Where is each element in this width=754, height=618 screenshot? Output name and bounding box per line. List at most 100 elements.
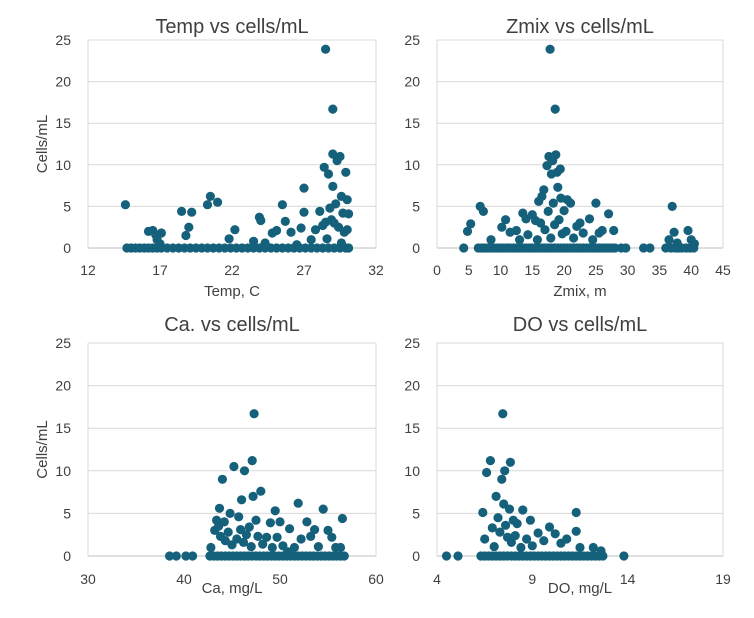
data-point — [293, 498, 303, 508]
x-tick-label: 22 — [224, 262, 240, 278]
data-point — [202, 200, 213, 210]
data-point — [498, 409, 508, 419]
data-point — [487, 523, 497, 533]
data-point — [505, 457, 515, 467]
data-point — [639, 243, 649, 253]
y-tick-label: 25 — [55, 32, 71, 48]
y-tick-label: 10 — [404, 157, 420, 173]
data-point — [306, 531, 316, 542]
data-point — [584, 214, 595, 224]
data-point — [265, 518, 275, 528]
x-tick-label: 60 — [368, 571, 384, 587]
data-point — [545, 44, 555, 54]
y-tick-label: 15 — [55, 115, 71, 131]
data-point — [323, 525, 333, 536]
data-point — [328, 104, 338, 114]
data-point — [289, 542, 299, 553]
data-point — [249, 236, 259, 246]
data-point — [262, 532, 272, 542]
chart-panel-3: 0 5 10 15 20 25 30 40 50 60 Ca. vs cells/mL Ca, mg/… — [34, 314, 384, 597]
data-point — [604, 209, 614, 219]
x-tick-label: 12 — [80, 262, 96, 278]
data-point — [217, 474, 227, 484]
data-point — [559, 206, 569, 216]
data-point — [165, 551, 175, 561]
data-point — [341, 167, 351, 177]
x-tick-label: 14 — [620, 571, 636, 587]
data-point — [188, 551, 198, 561]
data-point — [540, 225, 550, 235]
data-point — [223, 527, 233, 537]
data-point — [328, 149, 338, 159]
data-point — [555, 164, 565, 174]
data-point — [177, 206, 187, 216]
data-point — [516, 542, 526, 553]
data-point — [466, 219, 476, 229]
chart-panel-4: 0 5 10 15 20 25 4 9 14 19 DO vs cells/mL DO, mg/L — [404, 314, 731, 597]
y-tick-label: 0 — [63, 240, 71, 256]
data-point — [258, 539, 268, 549]
data-point — [247, 456, 257, 466]
data-point — [550, 529, 560, 539]
x-tick-label: 35 — [652, 262, 668, 278]
data-point — [500, 466, 510, 476]
y-tick-label: 0 — [412, 548, 420, 564]
chart-title: Zmix vs cells/mL — [506, 16, 654, 38]
y-tick-label: 20 — [404, 74, 420, 90]
data-point — [331, 199, 341, 209]
data-point — [244, 522, 254, 532]
x-tick-label: 40 — [176, 571, 192, 587]
data-point — [669, 227, 679, 237]
data-point — [302, 517, 312, 527]
data-point — [225, 508, 235, 518]
data-point — [501, 215, 511, 225]
data-point — [610, 243, 620, 253]
data-point — [318, 504, 328, 514]
data-point — [561, 226, 571, 236]
data-point — [689, 243, 699, 253]
y-tick-label: 5 — [412, 198, 420, 214]
data-point — [327, 532, 337, 542]
x-tick-label: 17 — [152, 262, 168, 278]
data-point — [246, 542, 256, 552]
y-tick-label: 25 — [55, 335, 71, 351]
data-point — [323, 169, 334, 179]
data-point — [553, 182, 563, 192]
data-point — [237, 495, 247, 505]
data-point — [248, 491, 258, 501]
data-point — [319, 162, 329, 172]
data-point — [453, 551, 463, 561]
data-point — [480, 534, 490, 544]
chart-panel-1: 0 5 10 15 20 25 12 17 22 27 32 Temp vs cells/mL Temp… — [34, 16, 384, 300]
data-point — [501, 520, 511, 530]
data-point — [321, 44, 331, 54]
data-point — [241, 530, 251, 540]
data-point — [588, 542, 598, 553]
data-point — [532, 235, 543, 245]
data-point — [482, 467, 492, 478]
y-tick-label: 10 — [55, 463, 71, 479]
y-tick-label: 5 — [63, 198, 71, 214]
data-point — [181, 551, 191, 561]
data-point — [306, 235, 316, 245]
data-point — [310, 225, 321, 235]
data-point — [539, 536, 549, 546]
y-tick-label: 20 — [55, 74, 71, 90]
data-point — [272, 532, 282, 542]
data-point — [214, 503, 225, 513]
data-point — [578, 228, 588, 238]
data-point — [504, 504, 515, 514]
data-point — [506, 537, 516, 548]
data-point — [441, 551, 452, 561]
x-tick-label: 30 — [620, 262, 636, 278]
data-point — [342, 195, 352, 205]
data-point — [296, 534, 306, 544]
x-tick-label: 50 — [272, 571, 288, 587]
x-tick-label: 45 — [715, 262, 731, 278]
data-point — [342, 225, 352, 235]
x-tick-label: 19 — [715, 571, 731, 587]
y-tick-label: 20 — [55, 378, 71, 394]
data-point — [270, 506, 280, 516]
data-point — [512, 519, 522, 529]
chart-title: Temp vs cells/mL — [155, 16, 308, 38]
